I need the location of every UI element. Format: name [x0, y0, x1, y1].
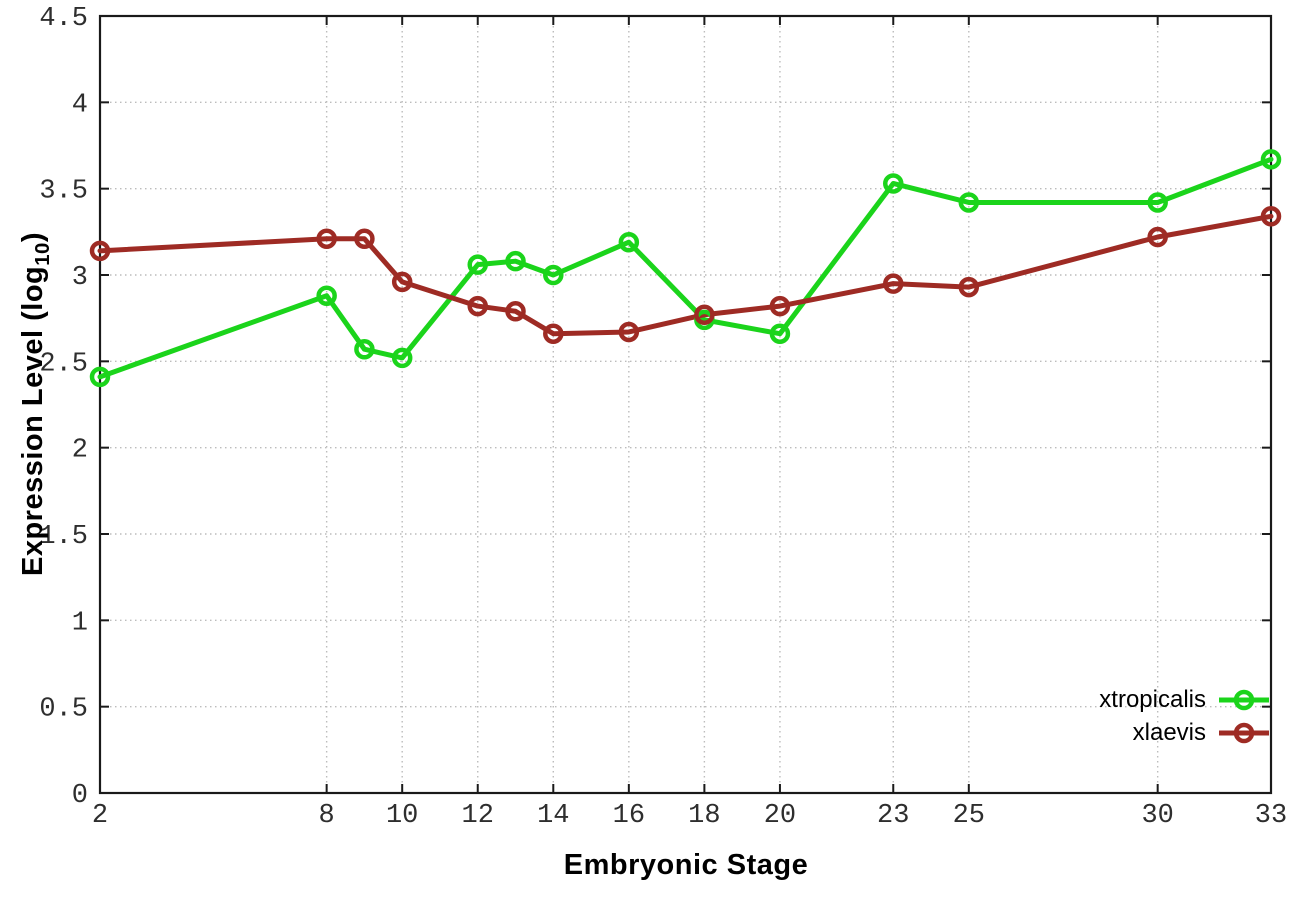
data-point-xtropicalis — [958, 192, 980, 213]
legend: xtropicalis xlaevis — [1099, 683, 1270, 749]
y-axis-title-subscript: 10 — [31, 242, 54, 266]
data-point-xtropicalis — [467, 254, 488, 275]
x-tick-label: 10 — [386, 801, 418, 831]
data-point-xlaevis — [1260, 206, 1282, 227]
x-tick-label: 20 — [764, 801, 796, 831]
data-point-xlaevis — [354, 228, 375, 249]
data-point-xtropicalis — [391, 347, 413, 369]
legend-label-xtropicalis: xtropicalis — [1099, 685, 1206, 713]
data-point-xtropicalis — [883, 173, 904, 194]
y-tick-label: 4 — [72, 90, 88, 120]
data-point-xtropicalis — [1260, 149, 1282, 170]
legend-label-xlaevis: xlaevis — [1132, 718, 1206, 746]
series-line-xtropicalis — [97, 156, 1274, 380]
y-tick-label: 4.5 — [39, 4, 88, 34]
legend-sample-xlaevis-icon — [1219, 722, 1269, 743]
plot-border — [98, 14, 1273, 795]
legend-row-xlaevis: xlaevis — [1133, 716, 1270, 749]
x-tick-label: 2 — [92, 801, 108, 831]
data-point-xlaevis — [618, 321, 640, 343]
data-point-xlaevis — [316, 228, 337, 249]
y-axis-title-text: Expression Level (log — [17, 265, 50, 576]
x-tick-label: 25 — [953, 801, 985, 831]
y-tick-label: 0 — [72, 781, 88, 811]
legend-row-xtropicalis: xtropicalis — [1099, 683, 1270, 716]
x-tick-label: 16 — [613, 801, 645, 831]
y-axis-title: Expression Level (log10) — [17, 232, 55, 576]
data-point-xlaevis — [769, 295, 791, 317]
y-tick-label: 2.5 — [39, 349, 88, 379]
data-point-xtropicalis — [505, 250, 526, 272]
data-point-xlaevis — [89, 240, 111, 262]
x-axis-title: Embryonic Stage — [563, 849, 809, 881]
data-point-xlaevis — [467, 295, 488, 317]
x-tick-label: 18 — [688, 801, 720, 831]
data-point-xtropicalis — [316, 285, 337, 306]
y-tick-label: 1 — [72, 608, 88, 638]
legend-sample-xtropicalis-icon — [1219, 689, 1269, 710]
y-tick-label: 2 — [72, 436, 88, 466]
data-point-xlaevis — [391, 271, 413, 293]
data-point-xtropicalis — [769, 323, 791, 344]
x-tick-label: 8 — [319, 801, 335, 831]
data-point-xtropicalis — [543, 264, 564, 286]
data-point-xlaevis — [543, 323, 564, 344]
x-tick-label: 23 — [877, 801, 909, 831]
data-point-xlaevis — [505, 301, 526, 322]
data-point-xtropicalis — [89, 366, 111, 388]
data-point-xtropicalis — [1147, 192, 1168, 213]
y-tick-label: 3 — [72, 263, 88, 293]
x-tick-label: 14 — [537, 801, 569, 831]
data-point-xlaevis — [958, 276, 980, 298]
y-tick-label: 1.5 — [39, 522, 88, 552]
x-tick-label: 33 — [1255, 801, 1287, 831]
y-axis-title-suffix: ) — [17, 232, 50, 243]
data-point-xlaevis — [694, 304, 715, 325]
data-point-xtropicalis — [618, 231, 640, 253]
x-tick-label: 30 — [1141, 801, 1173, 831]
data-point-xlaevis — [883, 273, 904, 294]
data-point-xlaevis — [1147, 226, 1168, 248]
data-point-xtropicalis — [354, 338, 375, 360]
y-tick-label: 3.5 — [39, 177, 88, 207]
y-tick-label: 0.5 — [39, 695, 88, 725]
x-tick-label: 12 — [462, 801, 494, 831]
